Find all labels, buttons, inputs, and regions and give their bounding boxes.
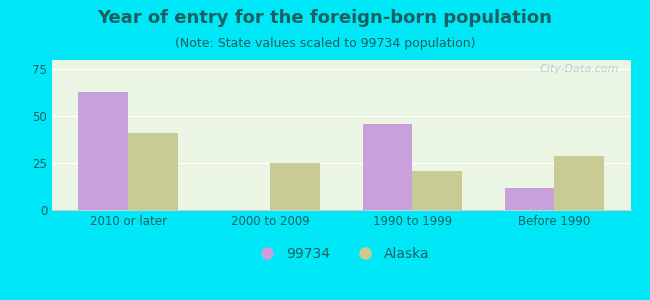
Text: Year of entry for the foreign-born population: Year of entry for the foreign-born popul… [98,9,552,27]
Bar [78,92,128,210]
Bar [270,163,320,210]
Bar [128,133,178,210]
Bar [412,171,462,210]
Text: City-Data.com: City-Data.com [540,64,619,74]
Bar [504,188,554,210]
Legend: 99734, Alaska: 99734, Alaska [247,241,436,266]
Bar [554,156,604,210]
Bar [363,124,412,210]
Text: (Note: State values scaled to 99734 population): (Note: State values scaled to 99734 popu… [175,38,475,50]
